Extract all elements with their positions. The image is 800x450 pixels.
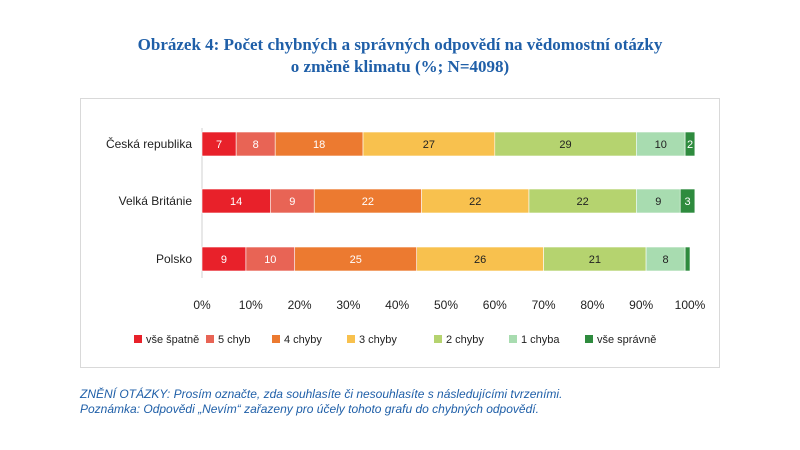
category-label-polsko: Polsko [156, 252, 192, 266]
bar-velka-britanie-3-chyby [421, 188, 530, 214]
bar-velka-britanie-1-chyba [636, 188, 681, 214]
data-label-velka-britanie-vse-spatne: 14 [230, 196, 242, 208]
legend-swatch-5-chyb [206, 335, 214, 343]
bar-polsko-vse-spravne [684, 246, 691, 272]
data-label-ceska-republika-1-chyba: 10 [655, 139, 667, 151]
legend-label-4-chyby: 4 chyby [284, 334, 322, 346]
x-tick-label-2: 20% [288, 298, 312, 312]
bar-ceska-republika-vse-spatne [201, 131, 237, 157]
bar-velka-britanie-4-chyby [313, 188, 422, 214]
bar-polsko-vse-spatne [201, 246, 247, 272]
x-tick-label-5: 50% [434, 298, 458, 312]
data-label-polsko-vse-spatne: 9 [221, 254, 227, 266]
chart-title: Obrázek 4: Počet chybných a správných od… [0, 34, 800, 78]
data-label-polsko-2-chyby: 21 [589, 254, 601, 266]
chart-frame [80, 98, 720, 368]
bar-ceska-republika-vse-spravne [684, 131, 696, 157]
legend-swatch-vse-spatne [134, 335, 142, 343]
legend-swatch-4-chyby [272, 335, 280, 343]
data-label-ceska-republika-4-chyby: 18 [313, 139, 325, 151]
bar-velka-britanie-vse-spravne [679, 188, 696, 214]
chart-notes: ZNĚNÍ OTÁZKY: Prosím označte, zda souhla… [80, 387, 780, 417]
legend-swatch-2-chyby [434, 335, 442, 343]
data-label-velka-britanie-1-chyba: 9 [655, 196, 661, 208]
legend-label-vse-spatne: vše špatně [146, 334, 199, 346]
data-label-polsko-1-chyba: 8 [663, 254, 669, 266]
bar-ceska-republika-3-chyby [362, 131, 496, 157]
data-label-ceska-republika-2-chyby: 29 [559, 139, 571, 151]
x-tick-label-10: 100% [675, 298, 706, 312]
x-tick-label-4: 40% [385, 298, 409, 312]
chart-title-line-2: o změně klimatu (%; N=4098) [290, 57, 510, 76]
legend-label-5-chyb: 5 chyb [218, 334, 250, 346]
data-label-ceska-republika-vse-spravne: 2 [687, 139, 693, 151]
data-label-polsko-4-chyby: 25 [350, 254, 362, 266]
x-tick-label-8: 80% [580, 298, 604, 312]
data-label-polsko-5-chyb: 10 [264, 254, 276, 266]
x-tick-label-1: 10% [239, 298, 263, 312]
data-label-ceska-republika-vse-spatne: 7 [216, 139, 222, 151]
bar-velka-britanie-5-chyb [270, 188, 315, 214]
category-label-ceska-republika: Česká republika [106, 136, 192, 151]
question-wording: ZNĚNÍ OTÁZKY: Prosím označte, zda souhla… [80, 387, 563, 401]
category-label-velka-britanie: Velká Británie [119, 194, 193, 208]
bar-velka-britanie-vse-spatne [201, 188, 271, 214]
chart-title-line-1: Obrázek 4: Počet chybných a správných od… [137, 35, 663, 54]
legend-label-1-chyba: 1 chyba [521, 334, 560, 346]
data-label-ceska-republika-5-chyb: 8 [253, 139, 259, 151]
bar-ceska-republika-2-chyby [494, 131, 637, 157]
legend-swatch-3-chyby [347, 335, 355, 343]
legend-swatch-vse-spravne [585, 335, 593, 343]
footnote: Poznámka: Odpovědi „Nevím“ zařazeny pro … [80, 402, 539, 416]
legend-label-2-chyby: 2 chyby [446, 334, 484, 346]
x-tick-label-9: 90% [629, 298, 653, 312]
x-tick-label-3: 30% [336, 298, 360, 312]
data-label-velka-britanie-3-chyby: 22 [469, 196, 481, 208]
legend-label-3-chyby: 3 chyby [359, 334, 397, 346]
data-label-ceska-republika-3-chyby: 27 [423, 139, 435, 151]
bar-polsko-3-chyby [416, 246, 544, 272]
x-tick-label-6: 60% [483, 298, 507, 312]
legend-label-vse-spravne: vše správně [597, 334, 656, 346]
data-label-velka-britanie-vse-spravne: 3 [684, 196, 690, 208]
bar-polsko-2-chyby [543, 246, 647, 272]
x-tick-label-7: 70% [532, 298, 556, 312]
legend-swatch-1-chyba [509, 335, 517, 343]
stacked-bar-chart: Česká republika Velká Británie Polsko 7 8 18 2… [106, 128, 706, 346]
data-label-velka-britanie-5-chyb: 9 [289, 196, 295, 208]
bar-ceska-republika-4-chyby [274, 131, 364, 157]
data-label-velka-britanie-4-chyby: 22 [362, 196, 374, 208]
bar-velka-britanie-2-chyby [528, 188, 637, 214]
data-label-polsko-3-chyby: 26 [474, 254, 486, 266]
data-label-velka-britanie-2-chyby: 22 [577, 196, 589, 208]
x-tick-label-0: 0% [193, 298, 211, 312]
bar-ceska-republika-1-chyba [636, 131, 686, 157]
